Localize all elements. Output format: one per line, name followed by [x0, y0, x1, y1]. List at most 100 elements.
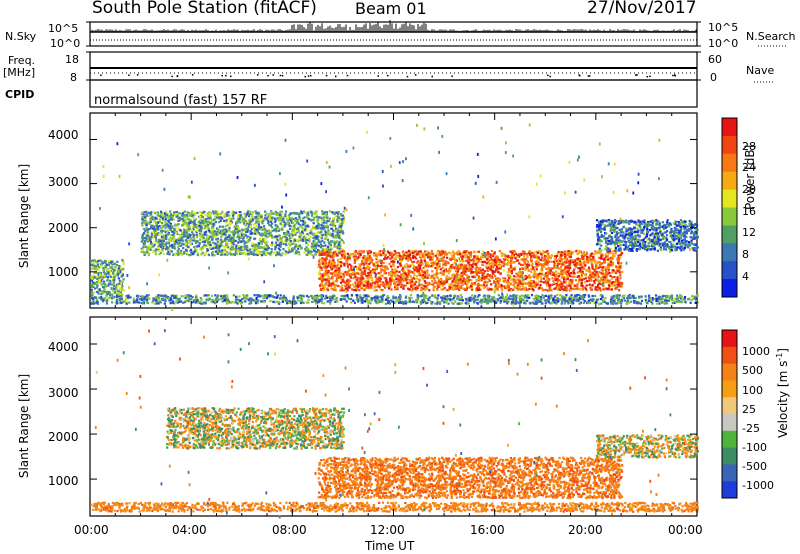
power-echo	[546, 299, 549, 303]
power-echo	[202, 236, 205, 239]
power-echo	[185, 241, 188, 244]
power-echo	[203, 246, 206, 249]
power-echo	[497, 294, 500, 297]
power-echo	[188, 233, 191, 236]
power-echo	[379, 254, 382, 257]
power-echo	[109, 283, 112, 286]
power-echo	[90, 277, 94, 281]
power-echo	[287, 223, 290, 226]
power-echo	[122, 278, 125, 281]
power-echo	[266, 235, 270, 238]
power-echo	[288, 227, 292, 230]
power-echo	[242, 248, 246, 251]
power-echo	[235, 229, 238, 233]
power-echo	[327, 300, 330, 303]
power-echo	[155, 230, 158, 234]
power-echo	[161, 218, 165, 222]
power-echo	[559, 266, 563, 269]
power-echo	[330, 298, 334, 301]
power-echo	[324, 244, 327, 247]
power-echo	[416, 267, 419, 270]
power-echo	[542, 252, 545, 255]
power-echo	[538, 262, 541, 266]
power-echo	[133, 300, 136, 303]
power-echo	[200, 215, 203, 218]
power-echo	[327, 245, 330, 248]
power-echo	[383, 283, 386, 286]
power-echo	[607, 257, 610, 260]
power-echo	[146, 232, 149, 235]
power-echo	[484, 298, 488, 301]
power-echo	[235, 231, 238, 234]
power-echo	[337, 243, 340, 246]
power-echo	[138, 301, 141, 304]
power-echo	[321, 298, 324, 301]
power-echo	[207, 253, 210, 256]
power-echo	[275, 237, 278, 240]
power-echo	[587, 279, 590, 282]
power-echo	[224, 215, 227, 219]
power-echo	[162, 252, 166, 255]
power-echo	[235, 247, 238, 250]
power-echo	[350, 301, 353, 304]
power-echo	[662, 301, 665, 304]
power-echo	[357, 300, 360, 303]
power-echo	[206, 225, 209, 228]
power-echo	[147, 294, 150, 297]
power-echo	[669, 296, 672, 300]
power-echo	[260, 242, 263, 245]
power-echo	[255, 229, 259, 232]
power-echo	[262, 225, 266, 228]
power-echo	[324, 297, 327, 300]
power-echo	[619, 276, 622, 280]
power-echo	[116, 298, 119, 302]
power-echo	[552, 297, 555, 300]
power-echo	[243, 217, 246, 220]
power-echo	[160, 230, 163, 233]
power-echo	[538, 300, 541, 303]
power-echo	[201, 251, 204, 254]
power-echo	[154, 216, 157, 219]
power-echo	[175, 231, 178, 235]
power-echo	[343, 250, 346, 253]
power-echo	[314, 244, 317, 247]
power-echo	[191, 214, 194, 217]
power-echo	[143, 232, 146, 235]
power-echo	[305, 301, 308, 304]
power-echo	[276, 294, 279, 297]
power-echo	[501, 295, 504, 299]
power-echo	[665, 302, 669, 305]
power-echo	[313, 211, 316, 214]
power-echo	[387, 302, 390, 305]
power-echo	[119, 287, 122, 290]
power-echo	[582, 298, 585, 301]
power-echo	[482, 298, 485, 301]
power-echo	[91, 296, 94, 300]
power-echo	[223, 298, 227, 302]
power-echo	[296, 245, 299, 249]
power-echo	[157, 302, 160, 305]
power-echo	[233, 212, 236, 215]
power-echo	[649, 297, 653, 300]
power-echo	[364, 271, 367, 274]
power-echo	[491, 296, 494, 299]
power-echo	[312, 222, 315, 225]
power-echo	[186, 295, 189, 298]
power-echo	[299, 247, 302, 250]
power-echo	[521, 280, 524, 283]
power-echo	[169, 210, 172, 213]
power-echo	[594, 278, 597, 281]
power-echo	[449, 299, 452, 302]
power-echo	[179, 240, 182, 243]
power-echo	[213, 299, 216, 302]
power-echo	[100, 283, 103, 286]
power-echo	[220, 253, 223, 256]
power-echo	[314, 212, 317, 215]
power-echo	[278, 249, 282, 252]
power-echo	[563, 302, 566, 305]
power-echo	[206, 221, 209, 224]
power-echo	[257, 242, 260, 245]
power-echo	[193, 245, 196, 249]
power-echo	[242, 240, 246, 243]
power-echo	[182, 239, 185, 242]
